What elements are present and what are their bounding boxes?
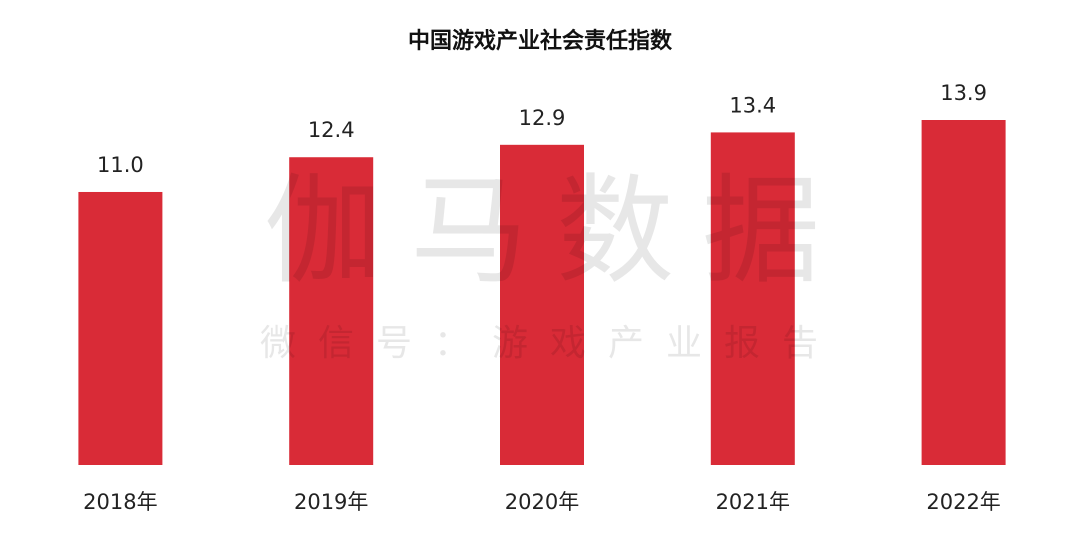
bar	[289, 157, 374, 465]
bar	[710, 132, 795, 465]
watermark-subtitle: 微信号：游戏产业报告	[260, 323, 840, 364]
chart-title: 中国游戏产业社会责任指数	[408, 28, 673, 54]
watermark: 伽马数据	[264, 162, 848, 300]
bars: 11.0 2018年 12.4 2019年 12.9 2020年 13.4 2021年 13.9…	[78, 81, 1006, 514]
x-tick-label: 2022年	[926, 490, 1000, 514]
value-label: 11.0	[97, 153, 144, 177]
x-tick-label: 2018年	[83, 490, 157, 514]
x-tick-label: 2019年	[294, 490, 368, 514]
x-tick-label: 2021年	[716, 490, 790, 514]
value-label: 12.9	[519, 106, 566, 130]
value-label: 12.4	[308, 118, 355, 142]
value-label: 13.9	[940, 81, 987, 105]
bar	[500, 144, 584, 466]
bar	[78, 191, 163, 465]
bar	[921, 120, 1006, 465]
value-label: 13.4	[729, 93, 776, 117]
x-tick-label: 2020年	[505, 490, 579, 514]
